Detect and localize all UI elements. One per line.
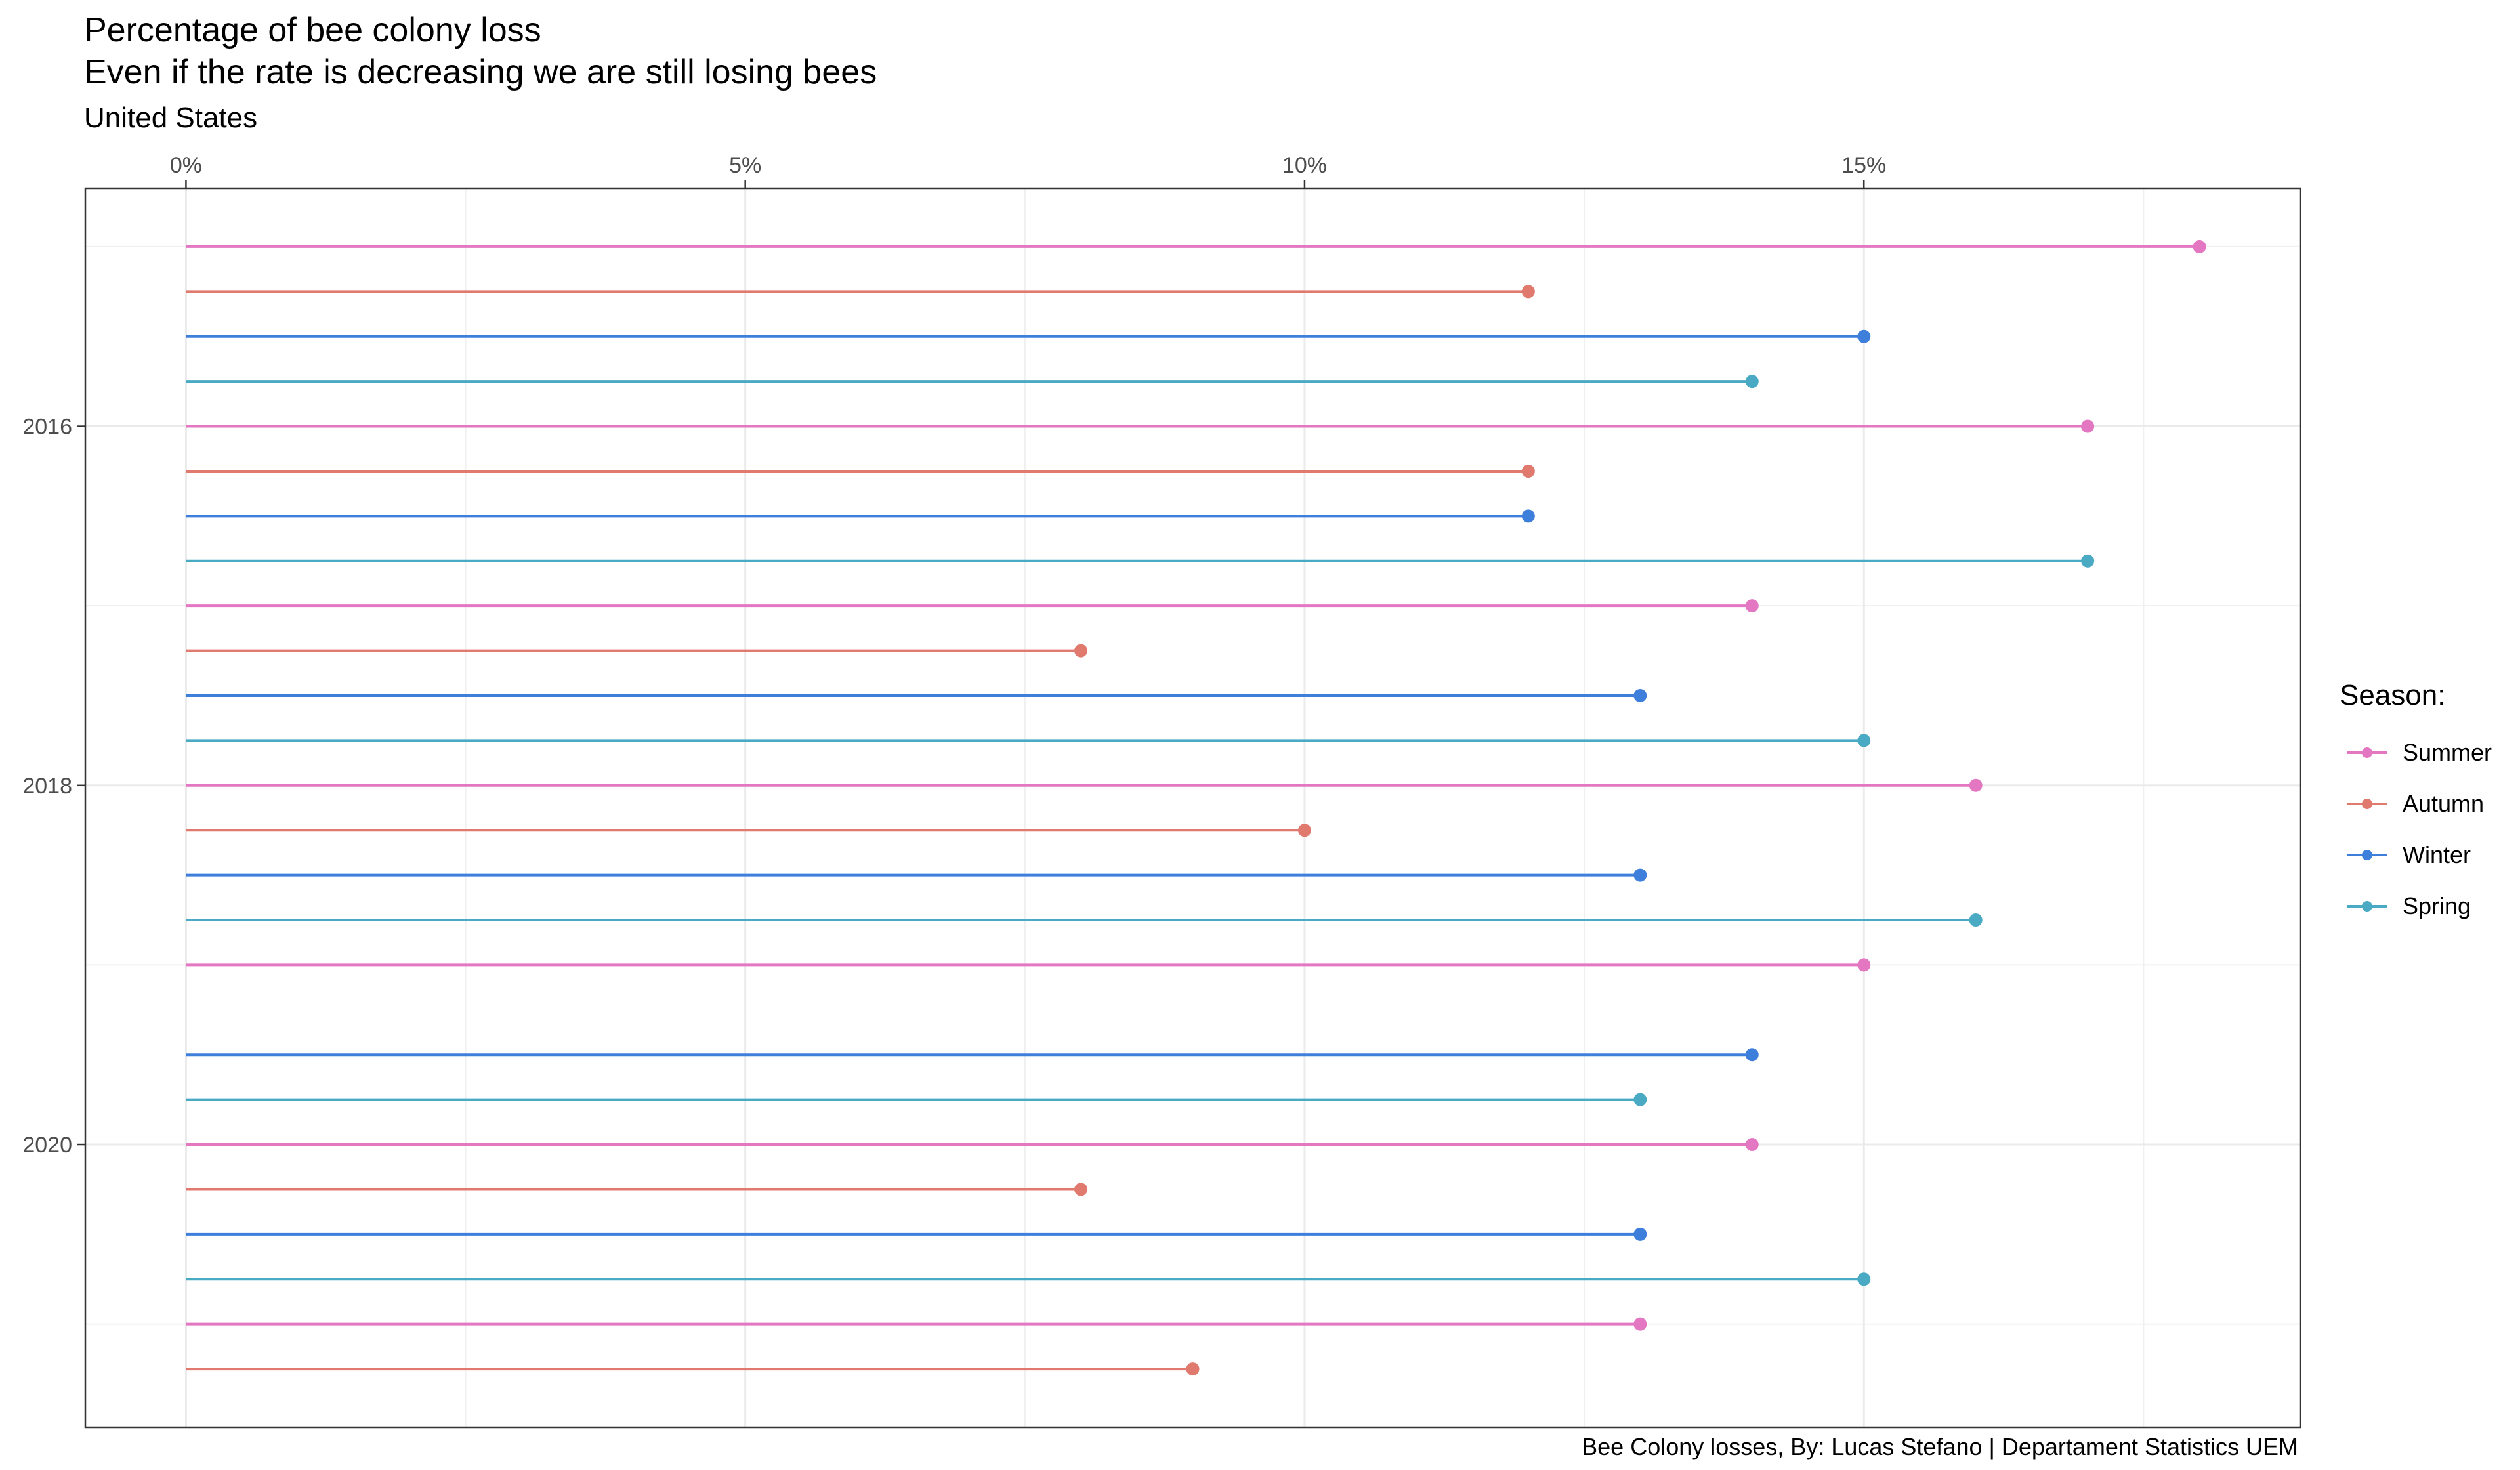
point-summer bbox=[2193, 240, 2206, 253]
y-tick-label: 2018 bbox=[22, 774, 72, 799]
legend-label-autumn: Autumn bbox=[2403, 790, 2485, 817]
legend-key-autumn bbox=[2347, 799, 2387, 809]
point-winter bbox=[1521, 509, 1535, 523]
point-autumn bbox=[1186, 1362, 1200, 1376]
point-summer bbox=[1857, 958, 1871, 972]
point-summer bbox=[1969, 778, 1983, 792]
chart-title: Percentage of bee colony loss bbox=[84, 11, 541, 49]
point-summer bbox=[2081, 419, 2095, 433]
x-axis: 0% 5% 10% 15% bbox=[170, 153, 1886, 188]
point-autumn bbox=[1074, 1183, 1088, 1196]
chart-marks bbox=[186, 240, 2206, 1376]
point-autumn bbox=[1521, 464, 1535, 478]
point-spring bbox=[1745, 375, 1759, 388]
legend-label-spring: Spring bbox=[2403, 892, 2471, 919]
point-spring bbox=[2081, 554, 2095, 568]
x-tick-label: 0% bbox=[170, 153, 202, 178]
region-label: United States bbox=[84, 102, 258, 134]
point-winter bbox=[1633, 688, 1647, 702]
chart-subtitle: Even if the rate is decreasing we are st… bbox=[84, 53, 877, 91]
legend-key-summer bbox=[2347, 747, 2387, 758]
x-tick-label: 5% bbox=[729, 153, 761, 178]
point-summer bbox=[1633, 1317, 1647, 1331]
plot-border bbox=[84, 187, 2301, 1429]
x-tick-label: 10% bbox=[1282, 153, 1327, 178]
point-autumn bbox=[1521, 285, 1535, 299]
legend-key-spring bbox=[2347, 901, 2387, 912]
legend-title: Season: bbox=[2340, 679, 2446, 711]
point-autumn bbox=[1074, 644, 1088, 658]
y-tick-label: 2020 bbox=[22, 1133, 72, 1158]
legend-key-winter bbox=[2347, 850, 2387, 860]
legend-label-winter: Winter bbox=[2403, 841, 2471, 868]
x-tick-label: 15% bbox=[1841, 153, 1886, 178]
point-autumn bbox=[1297, 824, 1311, 837]
chart-caption: Bee Colony losses, By: Lucas Stefano | D… bbox=[1582, 1433, 2298, 1460]
plot-panel bbox=[85, 188, 2300, 1427]
point-summer bbox=[1745, 599, 1759, 613]
y-tick-label: 2016 bbox=[22, 415, 72, 440]
legend-item-spring: Spring bbox=[2346, 887, 2471, 926]
legend-label-summer: Summer bbox=[2403, 739, 2492, 766]
legend-item-summer: Summer bbox=[2346, 733, 2492, 772]
point-spring bbox=[1969, 914, 1983, 927]
legend-item-winter: Winter bbox=[2346, 835, 2471, 875]
point-winter bbox=[1633, 868, 1647, 882]
point-spring bbox=[1857, 1272, 1871, 1286]
point-spring bbox=[1633, 1093, 1647, 1106]
point-spring bbox=[1857, 734, 1871, 747]
point-winter bbox=[1745, 1048, 1759, 1062]
legend-item-autumn: Autumn bbox=[2346, 784, 2484, 824]
point-summer bbox=[1745, 1138, 1759, 1152]
y-axis: 2016 2018 2020 bbox=[22, 415, 85, 1158]
point-winter bbox=[1633, 1227, 1647, 1241]
point-winter bbox=[1857, 329, 1871, 343]
